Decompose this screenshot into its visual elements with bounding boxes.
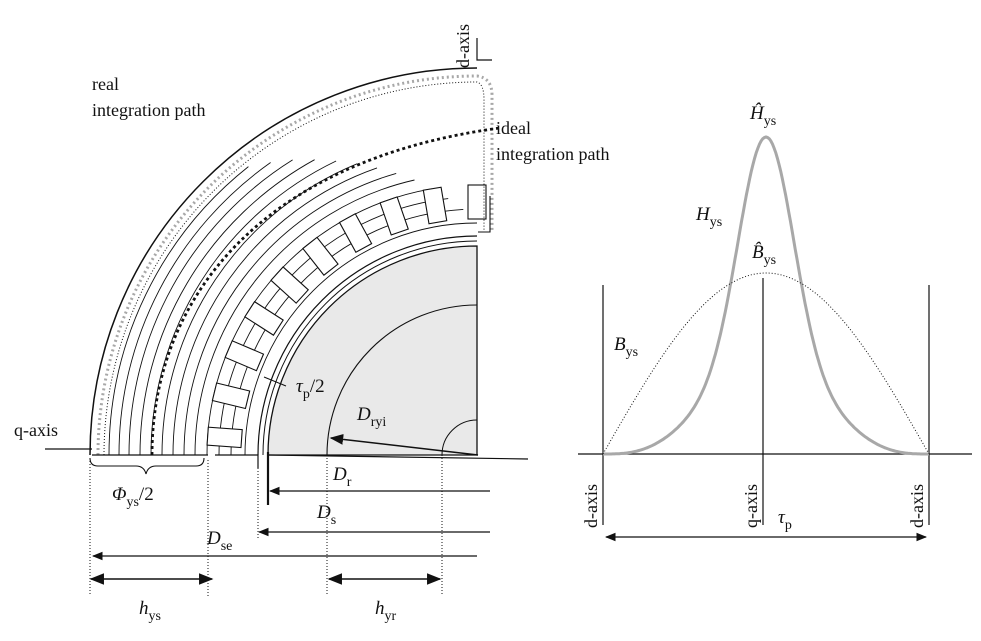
base-line	[92, 454, 529, 468]
b-hat-label: B̂ys	[752, 242, 776, 268]
x-label-left-d: d-axis	[581, 484, 601, 528]
ideal-path-label-2: integration path	[496, 144, 609, 164]
stator-slot	[422, 186, 448, 225]
ideal-path-label-1: ideal	[496, 118, 531, 138]
flux-line	[118, 162, 271, 456]
stator-slot	[379, 196, 409, 236]
motor-section	[45, 38, 529, 596]
flux-line	[172, 167, 378, 456]
stator-slots	[206, 184, 487, 449]
b-ys-label: Bys	[614, 334, 638, 360]
q-axis-label: q-axis	[14, 420, 58, 440]
stator-slot	[244, 300, 284, 336]
stator-bore	[257, 235, 478, 456]
stator-slot	[467, 184, 487, 220]
phi-label: Φys/2	[112, 484, 154, 510]
stator-outer	[89, 67, 478, 456]
rotor-surface	[262, 240, 478, 456]
flux-line	[128, 159, 293, 456]
flux-line	[194, 179, 415, 456]
plot-labels: Ĥys Hys B̂ys Bys d-axis q-axis d-axis τp	[581, 102, 927, 533]
h-ys-label: Hys	[695, 204, 722, 230]
thin-dotted-path	[103, 81, 485, 456]
hys-label: hys	[139, 598, 161, 624]
stator-slot	[206, 426, 243, 449]
dse-label: Dse	[206, 528, 232, 554]
real-path-label-2: integration path	[92, 100, 205, 120]
b-ys-curve	[602, 272, 930, 455]
flux-line	[139, 159, 315, 456]
h-ys-curve	[603, 135, 929, 456]
shaft-arc	[441, 419, 478, 456]
rotor-inner-arc	[326, 304, 478, 456]
tau-p-label: τp	[778, 507, 792, 533]
flux-line	[108, 166, 249, 456]
d-axis-gap-marker	[478, 196, 491, 233]
stator-slot	[211, 382, 251, 410]
dryi-label: Dryi	[356, 404, 386, 430]
ds-label: Ds	[316, 502, 336, 528]
x-label-q: q-axis	[741, 484, 761, 528]
tau-p-half-label: τp/2	[296, 376, 325, 402]
phi-brace	[89, 457, 205, 475]
d-axis-label: d-axis	[453, 24, 473, 68]
flux-line	[183, 172, 397, 456]
stator-slot	[224, 340, 265, 372]
rotor-yoke	[267, 245, 478, 456]
dryi-arrow	[329, 434, 479, 456]
flux-line	[244, 222, 478, 456]
stator-slot	[302, 236, 339, 276]
hyr-label: hyr	[375, 598, 397, 624]
stator-slot	[270, 266, 310, 304]
stator-slot	[338, 213, 373, 254]
field-plot	[578, 135, 972, 542]
h-hat-label: Ĥys	[749, 102, 776, 129]
dr-label: Dr	[332, 464, 352, 490]
tau-half-leader	[263, 376, 287, 387]
d-axis-line	[476, 38, 492, 61]
real-integration-path	[96, 74, 494, 456]
real-path-label-1: real	[92, 74, 119, 94]
x-label-right-d: d-axis	[907, 484, 927, 528]
flux-line	[150, 160, 337, 456]
motor-labels: d-axis real integration path ideal integ…	[14, 24, 609, 624]
